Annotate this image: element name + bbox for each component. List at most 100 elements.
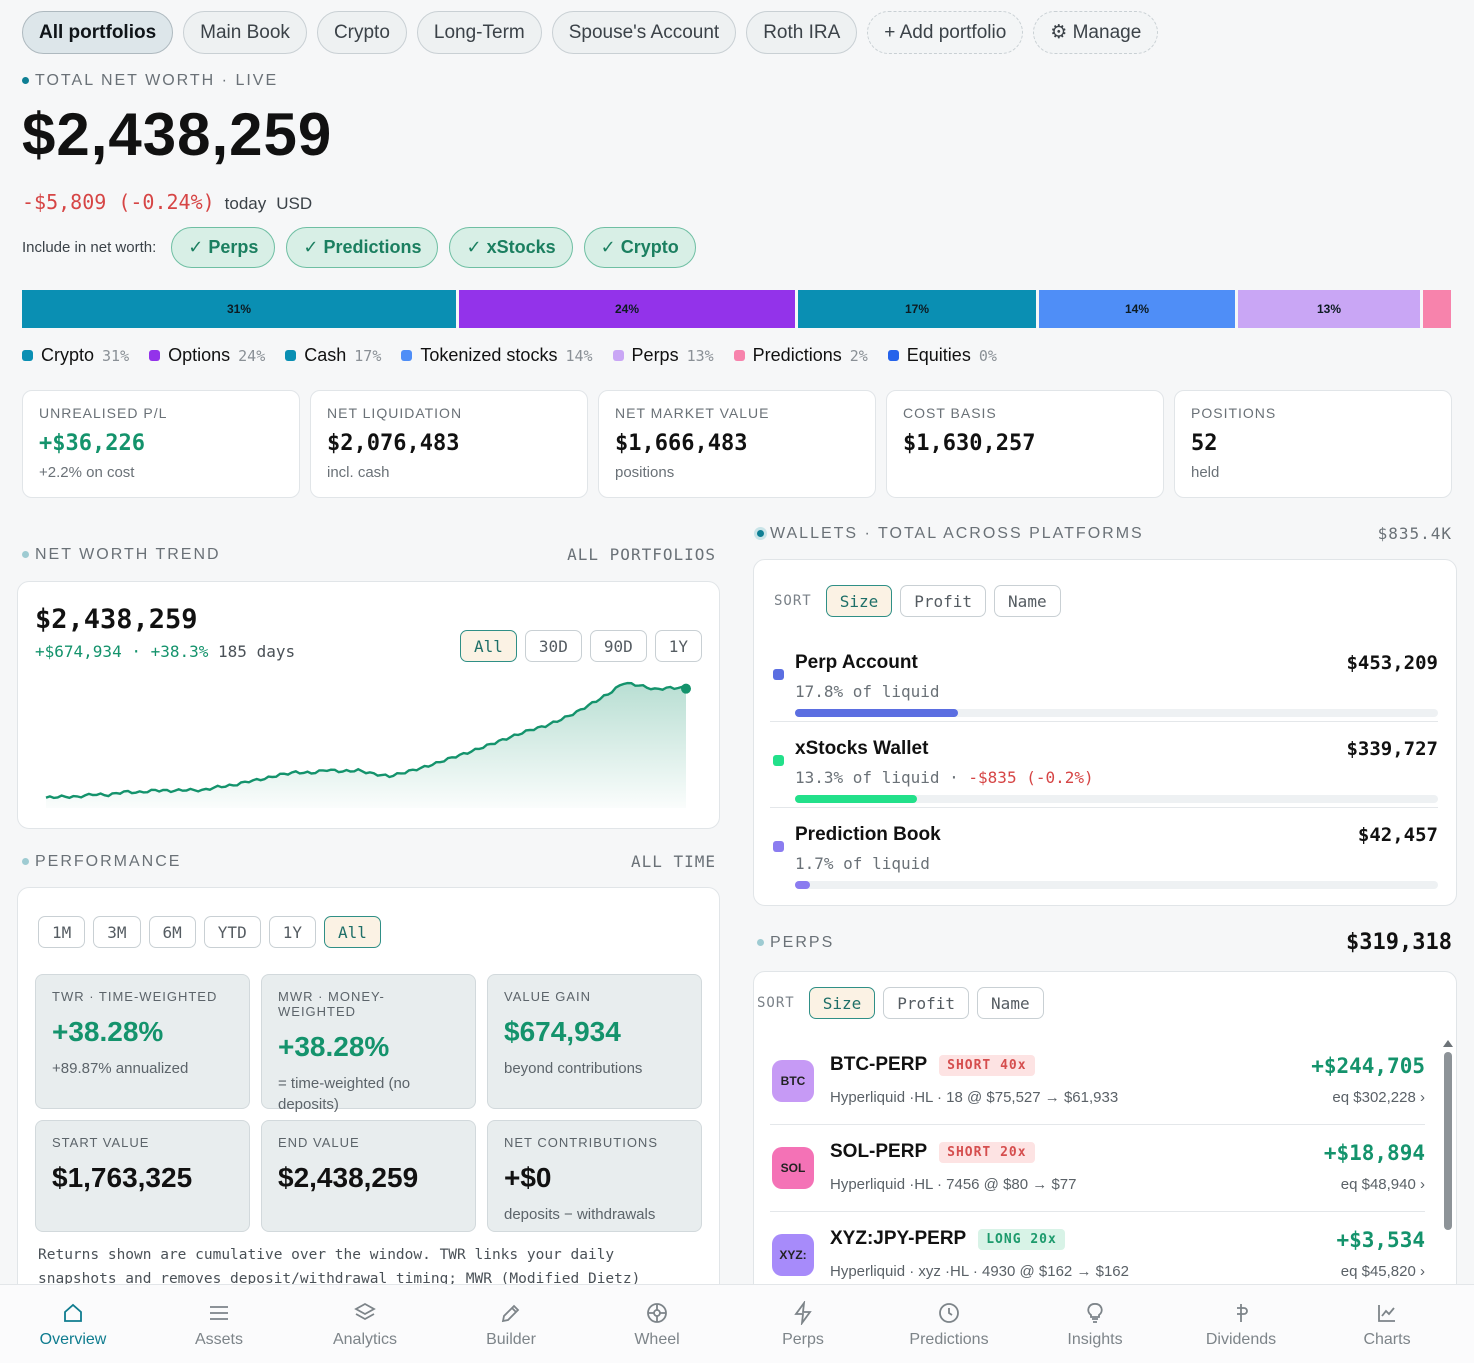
perf-range-ytd[interactable]: YTD [203,916,261,948]
tab-spouses-account[interactable]: Spouse's Account [551,11,737,54]
nav-perps[interactable]: Perps [730,1285,876,1363]
legend-item: Tokenized stocks 14% [401,345,593,366]
perf-range-1m[interactable]: 1M [38,916,86,948]
allocation-segment[interactable]: 31% [22,290,456,328]
allocation-segment[interactable]: 24% [459,290,795,328]
trend-card: $2,438,259 +$674,934 · +38.3% 185 days A… [17,581,720,829]
wallet-amount: $42,457 [1357,824,1438,846]
include-crypto-toggle[interactable]: ✓ Crypto [583,227,696,268]
stat-sub: held [1191,464,1220,481]
perf-title: END VALUE [278,1135,360,1150]
allocation-segment[interactable]: 14% [1039,290,1235,328]
tab-roth-ira[interactable]: Roth IRA [746,11,858,54]
stat-title: NET LIQUIDATION [327,405,463,421]
perp-detail: Hyperliquid · xyz ·HL · 4930 @ $162 → $1… [830,1263,1129,1280]
allocation-bar: 31% 24% 17% 14% 13% [22,290,1452,328]
wallet-share-fill [795,881,811,889]
perps-sort-profit[interactable]: Profit [883,987,970,1019]
nav-dividends[interactable]: Dividends [1168,1285,1314,1363]
include-perps-toggle[interactable]: ✓ Perps [171,227,276,268]
wheel-icon [647,1303,667,1323]
perf-sub: = time-weighted (no deposits) [278,1075,411,1113]
perps-scrollbar[interactable] [1443,1040,1453,1230]
perf-range-3m[interactable]: 3M [93,916,141,948]
nav-predictions[interactable]: Predictions [876,1285,1022,1363]
wallet-sub: 13.3% of liquid · -$835 (-0.2%) [795,768,1094,787]
perp-equity-link[interactable]: eq $45,820 › [1340,1263,1425,1280]
perf-range-6m[interactable]: 6M [148,916,196,948]
tab-main-book[interactable]: Main Book [183,11,307,54]
stat-value: 52 [1191,431,1218,456]
perf-value: $2,438,259 [278,1162,419,1193]
performance-scope: ALL TIME [630,852,716,871]
stat-net-liquidation: NET LIQUIDATION $2,076,483 incl. cash [310,390,588,498]
perp-equity-link[interactable]: eq $302,228 › [1332,1089,1425,1106]
perp-equity-link[interactable]: eq $48,940 › [1340,1176,1425,1193]
stat-sub: incl. cash [327,464,390,481]
wallets-sort-size[interactable]: Size [825,585,893,617]
trend-range-30d[interactable]: 30D [524,630,582,662]
nav-overview[interactable]: Overview [0,1285,146,1363]
nav-wheel[interactable]: Wheel [584,1285,730,1363]
net-worth-trend-chart [45,681,691,808]
perp-row[interactable]: SOL SOL-PERP SHORT 20x Hyperliquid ·HL · … [770,1125,1425,1212]
legend-pct: 13% [686,346,714,365]
currency-label: USD [276,194,313,213]
wallet-row[interactable]: xStocks Wallet $339,727 13.3% of liquid … [770,722,1438,808]
perf-title: MWR · MONEY-WEIGHTED [278,989,385,1019]
include-xstocks-toggle[interactable]: ✓ xStocks [449,227,573,268]
include-label: Include in net worth: [22,239,157,256]
nav-builder[interactable]: Builder [438,1285,584,1363]
legend-item: Predictions 2% [733,345,868,366]
legend-item: Options 24% [149,345,265,366]
scrollbar-thumb[interactable] [1444,1052,1452,1230]
pen-icon [501,1304,520,1323]
stat-cards: UNREALISED P/L +$36,226 +2.2% on cost NE… [22,390,1452,498]
allocation-segment[interactable] [1423,290,1451,328]
trend-range-selector: All 30D 90D 1Y [460,630,702,662]
perp-row[interactable]: BTC BTC-PERP SHORT 40x Hyperliquid ·HL · … [770,1038,1425,1125]
wallet-row[interactable]: Prediction Book $42,457 1.7% of liquid [770,808,1438,894]
add-portfolio-button[interactable]: + Add portfolio [867,11,1024,54]
perp-badge: XYZ: [772,1234,814,1276]
performance-header: PERFORMANCE ALL TIME [22,852,716,871]
wallets-header: WALLETS · TOTAL ACROSS PLATFORMS $835.4K [757,524,1452,543]
allocation-segment-label: 17% [904,302,930,316]
sort-label: SORT [774,593,812,609]
nav-assets[interactable]: Assets [146,1285,292,1363]
allocation-legend: Crypto 31% Options 24% Cash 17% Tokenized stoc… [22,345,997,366]
section-dot-icon [22,857,29,865]
allocation-segment-label: 24% [614,302,640,316]
allocation-segment[interactable]: 13% [1238,290,1420,328]
perps-sort-name[interactable]: Name [977,987,1044,1019]
manage-button[interactable]: ⚙ Manage [1033,11,1159,54]
perp-pnl: +$18,894 [1323,1141,1425,1165]
tab-crypto[interactable]: Crypto [316,11,407,54]
tab-all-portfolios[interactable]: All portfolios [22,11,174,54]
include-predictions-toggle[interactable]: ✓ Predictions [286,227,439,268]
perf-range-1y[interactable]: 1Y [268,916,316,948]
nav-analytics[interactable]: Analytics [292,1285,438,1363]
nav-insights[interactable]: Insights [1022,1285,1168,1363]
trend-range-1y[interactable]: 1Y [654,630,702,662]
stat-title: NET MARKET VALUE [615,405,770,421]
trend-gain: +$674,934 · +38.3% [35,642,209,661]
wallet-row[interactable]: Perp Account $453,209 17.8% of liquid [770,636,1438,722]
bolt-icon [794,1301,812,1325]
wallets-sort-name[interactable]: Name [994,585,1061,617]
perf-range-all[interactable]: All [323,916,381,948]
nav-charts[interactable]: Charts [1314,1285,1460,1363]
perps-sort-size[interactable]: Size [808,987,876,1019]
trend-area [46,683,686,808]
nav-label: Analytics [332,1331,398,1348]
legend-swatch [612,350,624,361]
trend-range-all[interactable]: All [460,630,517,662]
wallet-share-bar [795,709,1438,717]
perps-card: SORT Size Profit Name BTC BTC-PERP SHORT … [753,971,1457,1301]
wallets-sort-profit[interactable]: Profit [900,585,987,617]
trend-sub: +$674,934 · +38.3% 185 days [35,642,295,661]
allocation-segment[interactable]: 17% [798,290,1036,328]
trend-range-90d[interactable]: 90D [589,630,647,662]
scroll-up-icon[interactable] [1443,1040,1453,1047]
tab-long-term[interactable]: Long-Term [416,11,542,54]
